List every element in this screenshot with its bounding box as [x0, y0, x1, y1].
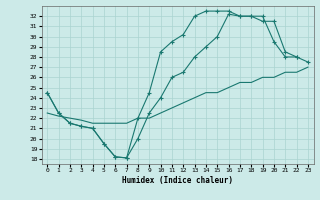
X-axis label: Humidex (Indice chaleur): Humidex (Indice chaleur) — [122, 176, 233, 185]
